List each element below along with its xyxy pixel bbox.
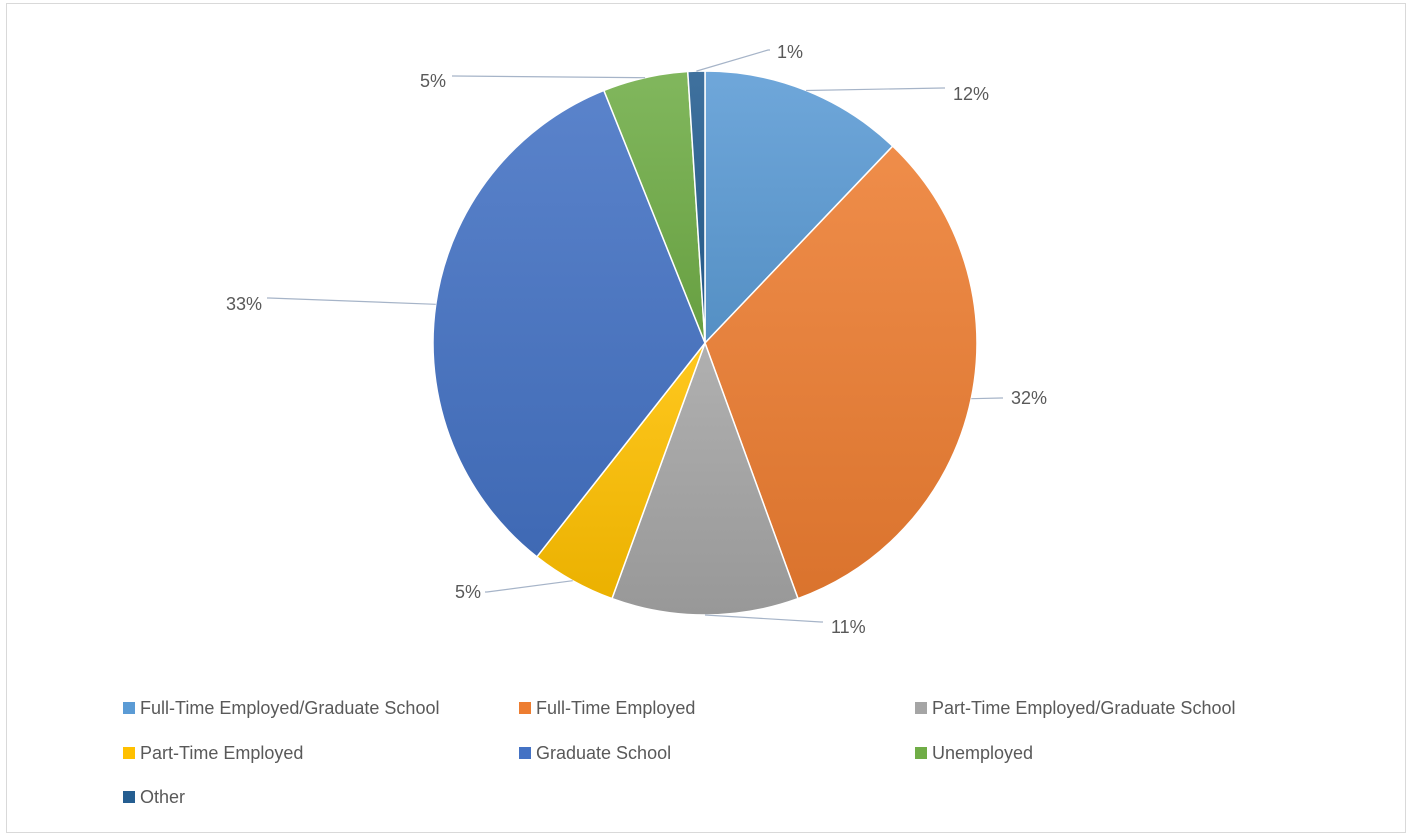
legend-item-graduate-school: Graduate School (519, 742, 671, 764)
leader-line-full-time-employed (971, 397, 1003, 400)
data-label-part-time-employed: 5% (455, 582, 481, 602)
legend-item-unemployed: Unemployed (915, 742, 1033, 764)
legend-item-full-time-employed-graduate-school: Full-Time Employed/Graduate School (123, 697, 439, 719)
data-label-other: 1% (777, 42, 803, 62)
legend-swatch (915, 702, 927, 714)
legend-item-full-time-employed: Full-Time Employed (519, 697, 695, 719)
leader-line-graduate-school (267, 297, 436, 305)
legend-swatch (123, 791, 135, 803)
legend-label: Other (140, 786, 186, 807)
data-label-full-time-employed-graduate-school: 12% (953, 84, 989, 104)
legend-item-part-time-employed: Part-Time Employed (123, 742, 303, 764)
legend-swatch (123, 702, 135, 714)
legend-swatch (123, 747, 135, 759)
leader-line-part-time-employed-graduate-school (704, 614, 823, 623)
legend-label: Part-Time Employed (140, 742, 304, 763)
legend-label: Full-Time Employed/Graduate School (140, 697, 440, 718)
legend-swatch (915, 747, 927, 759)
leader-line-full-time-employed-graduate-school (806, 87, 945, 92)
legend-swatch (519, 747, 531, 759)
legend-label: Part-Time Employed/Graduate School (932, 697, 1236, 718)
leader-line-other (696, 49, 770, 72)
leader-line-unemployed (452, 75, 646, 79)
legend-swatch (519, 702, 531, 714)
pie-slice-graduate-school (432, 89, 706, 558)
legend-label: Full-Time Employed (536, 697, 696, 718)
pie-slice-part-time-employed-graduate-school (611, 340, 799, 616)
data-label-full-time-employed: 32% (1011, 388, 1047, 408)
data-label-unemployed: 5% (420, 71, 446, 91)
data-label-part-time-employed-graduate-school: 11% (831, 617, 866, 637)
leader-line-part-time-employed (485, 580, 573, 593)
data-label-graduate-school: 33% (226, 294, 262, 314)
legend-label: Graduate School (536, 742, 672, 763)
legend-item-other: Other (123, 786, 185, 808)
legend-label: Unemployed (932, 742, 1034, 763)
legend-item-part-time-employed-graduate-school: Part-Time Employed/Graduate School (915, 697, 1235, 719)
pie-slice-full-time-employed-graduate-school (704, 70, 894, 345)
pie-slice-full-time-employed (704, 145, 978, 600)
